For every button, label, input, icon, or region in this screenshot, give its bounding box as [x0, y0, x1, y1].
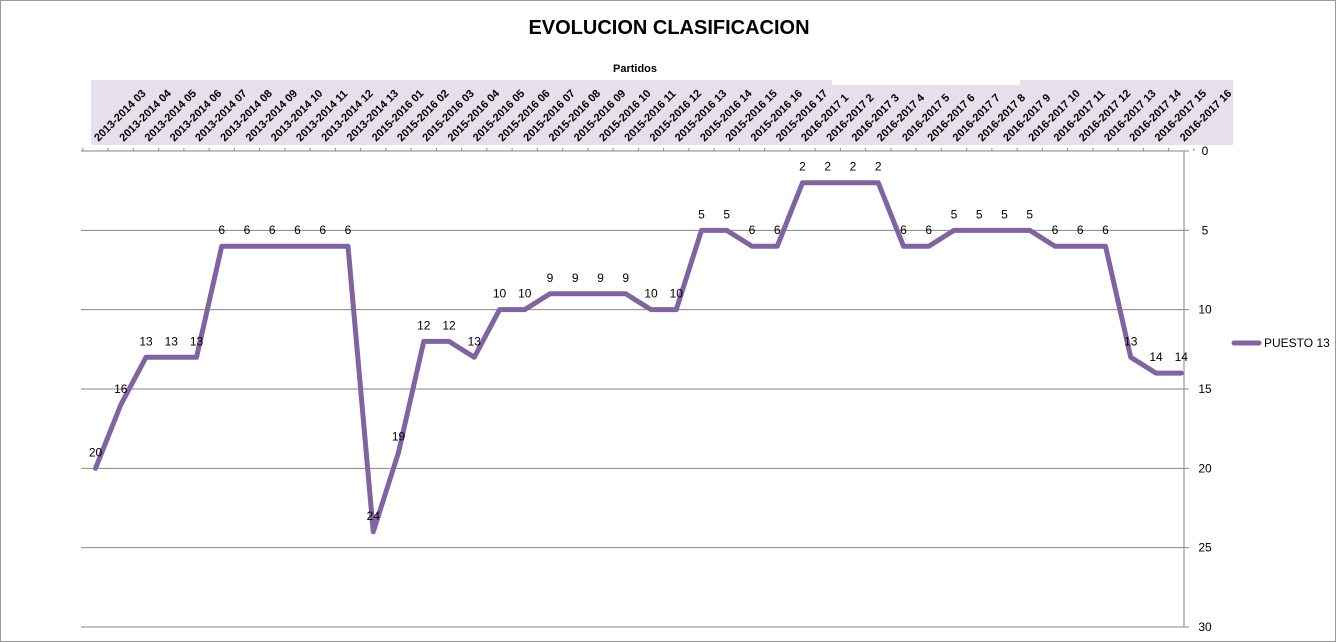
category-band — [91, 80, 1233, 145]
data-label: 6 — [319, 223, 326, 237]
data-label: 10 — [644, 287, 658, 301]
data-label: 5 — [698, 207, 705, 221]
data-label: 2 — [875, 160, 882, 174]
data-label: 13 — [165, 334, 179, 348]
legend-label: PUESTO 13 — [1264, 336, 1330, 350]
data-label: 6 — [269, 223, 276, 237]
series-layer — [93, 180, 1184, 535]
data-label: 19 — [392, 429, 406, 443]
data-labels: 20 16 13 13 13 6 6 6 6 6 6 24 19 12 12 13 10 10 9 9 9 9 10 10 5 5… — [89, 160, 1188, 523]
data-label: 14 — [1175, 350, 1189, 364]
data-label: 13 — [190, 334, 204, 348]
y-tick-label: 5 — [1202, 223, 1209, 237]
data-label: 16 — [114, 382, 128, 396]
data-label: 2 — [850, 160, 857, 174]
chart-title: EVOLUCION CLASIFICACION — [528, 17, 809, 39]
category-band-fill — [91, 80, 1233, 145]
y-axis-tick-labels: 0 5 10 15 20 25 30 — [1198, 144, 1212, 634]
y-tick-label: 30 — [1198, 620, 1212, 634]
series-line-puesto-13 — [93, 180, 1184, 535]
data-label: 6 — [1077, 223, 1084, 237]
data-label: 9 — [622, 271, 629, 285]
y-tick-label: 10 — [1198, 303, 1212, 317]
data-label: 20 — [89, 445, 103, 459]
data-label: 12 — [417, 318, 431, 332]
data-label: 24 — [367, 509, 381, 523]
data-label: 6 — [345, 223, 352, 237]
data-label: 6 — [749, 223, 756, 237]
data-label: 5 — [723, 207, 730, 221]
data-label: 10 — [493, 287, 507, 301]
data-label: 10 — [518, 287, 532, 301]
data-label: 6 — [1102, 223, 1109, 237]
x-axis-label: Partidos — [613, 63, 657, 75]
data-label: 6 — [900, 223, 907, 237]
legend: PUESTO 13 — [1231, 336, 1330, 350]
data-label: 6 — [925, 223, 932, 237]
data-label: 9 — [572, 271, 579, 285]
data-label: 5 — [1026, 207, 1033, 221]
data-label: 6 — [774, 223, 781, 237]
data-label: 9 — [547, 271, 554, 285]
data-label: 13 — [1124, 334, 1138, 348]
y-tick-label: 0 — [1202, 144, 1209, 158]
data-label: 9 — [597, 271, 604, 285]
data-label: 5 — [1001, 207, 1008, 221]
data-label: 6 — [1052, 223, 1059, 237]
data-label: 6 — [244, 223, 251, 237]
data-label: 13 — [139, 334, 153, 348]
data-label: 6 — [218, 223, 225, 237]
y-tick-label: 25 — [1198, 541, 1212, 555]
data-label: 2 — [824, 160, 831, 174]
data-label: 12 — [442, 318, 456, 332]
data-label: 2 — [799, 160, 806, 174]
data-label: 14 — [1149, 350, 1163, 364]
y-tick-label: 15 — [1198, 382, 1212, 396]
data-label: 5 — [976, 207, 983, 221]
data-label: 13 — [468, 334, 482, 348]
data-label: 6 — [294, 223, 301, 237]
data-label: 10 — [670, 287, 684, 301]
data-label: 5 — [951, 207, 958, 221]
y-tick-label: 20 — [1198, 461, 1212, 475]
